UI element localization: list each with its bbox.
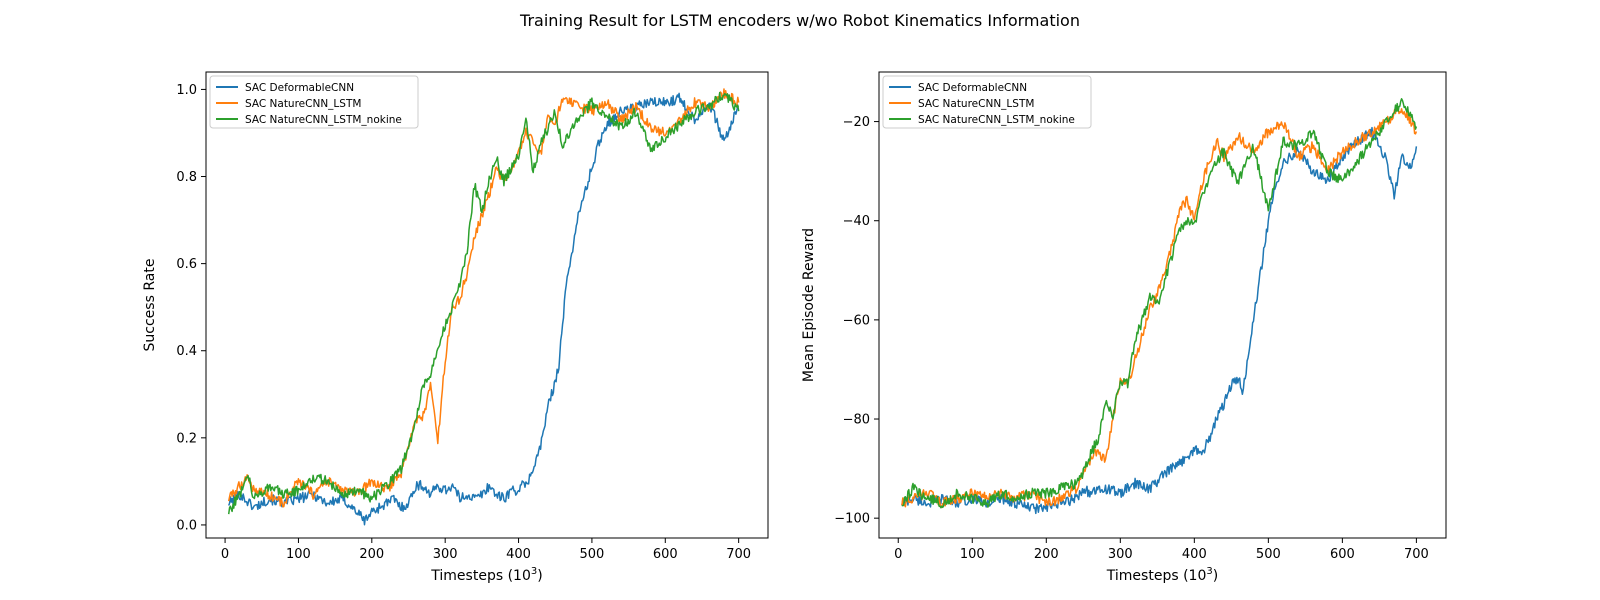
y-tick-label: 0.4 <box>176 344 197 359</box>
series-line-sac-naturecnn-lstm <box>901 106 1418 509</box>
x-axis-label: Timesteps (103) <box>1106 566 1218 584</box>
x-tick-label: 300 <box>1108 547 1133 562</box>
y-tick-label: −60 <box>843 313 870 328</box>
x-tick-label: 600 <box>1330 547 1355 562</box>
series-line-sac-naturecnn-lstm-nokine <box>901 98 1418 509</box>
legend-label-sac-naturecnn-lstm: SAC NatureCNN_LSTM <box>918 98 1034 110</box>
y-tick-label: 0.0 <box>176 518 197 533</box>
y-tick-label: 0.8 <box>176 170 197 185</box>
legend-label-sac-naturecnn-lstm-nokine: SAC NatureCNN_LSTM_nokine <box>918 114 1075 126</box>
y-tick-label: 1.0 <box>176 83 197 98</box>
x-axis-label: Timesteps (103) <box>430 566 542 584</box>
legend-label-sac-naturecnn-lstm: SAC NatureCNN_LSTM <box>245 98 361 110</box>
x-tick-label: 700 <box>726 547 751 562</box>
y-tick-label: −20 <box>843 115 870 130</box>
x-tick-label: 0 <box>221 547 229 562</box>
x-tick-label: 700 <box>1404 547 1429 562</box>
x-tick-label: 300 <box>433 547 458 562</box>
legend-label-sac-deformablecnn: SAC DeformableCNN <box>918 82 1027 94</box>
legend-box <box>209 75 419 129</box>
x-tick-label: 100 <box>286 547 311 562</box>
left-chart-success-rate: 0 100 200 300 400 500 600 700 0.0 0.2 0.4 0.6 0.8 1.0… <box>142 71 769 584</box>
series-line-sac-deformablecnn <box>901 126 1418 515</box>
y-axis-label: Success Rate <box>142 259 158 352</box>
legend: SAC DeformableCNN SAC NatureCNN_LSTM SAC N… <box>882 75 1092 129</box>
legend-label-sac-deformablecnn: SAC DeformableCNN <box>245 82 354 94</box>
right-chart-mean-episode-reward: 0 100 200 300 400 500 600 700 −100 −80 −60 −40 −20 Ti… <box>801 71 1447 584</box>
legend: SAC DeformableCNN SAC NatureCNN_LSTM SAC N… <box>209 75 419 129</box>
legend-box <box>882 75 1092 129</box>
x-tick-label: 500 <box>580 547 605 562</box>
figure-title: Training Result for LSTM encoders w/wo R… <box>519 11 1080 30</box>
x-tick-label: 500 <box>1256 547 1281 562</box>
series-line-sac-naturecnn-lstm-nokine <box>227 91 740 515</box>
x-tick-label: 200 <box>1034 547 1059 562</box>
y-tick-label: −80 <box>843 413 870 428</box>
x-tick-label: 600 <box>653 547 678 562</box>
series-line-sac-deformablecnn <box>227 92 739 526</box>
x-tick-label: 400 <box>506 547 531 562</box>
legend-label-sac-naturecnn-lstm-nokine: SAC NatureCNN_LSTM_nokine <box>245 114 402 126</box>
y-tick-label: 0.2 <box>176 431 197 446</box>
x-tick-label: 200 <box>359 547 384 562</box>
y-tick-label: −40 <box>843 214 870 229</box>
y-axis-label: Mean Episode Reward <box>801 228 817 382</box>
x-tick-label: 400 <box>1182 547 1207 562</box>
series-line-sac-naturecnn-lstm <box>227 88 740 508</box>
plot-frame <box>205 71 769 539</box>
x-tick-label: 0 <box>894 547 902 562</box>
x-tick-label: 100 <box>960 547 985 562</box>
y-tick-label: −100 <box>834 512 870 527</box>
plot-frame <box>878 71 1447 539</box>
y-tick-label: 0.6 <box>176 257 197 272</box>
